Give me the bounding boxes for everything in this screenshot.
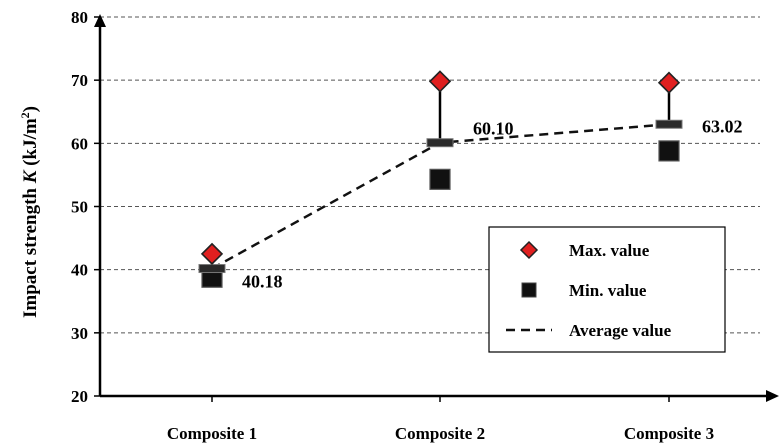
x-tick-label: Composite 2 [395, 424, 485, 443]
y-tick-label: 70 [71, 71, 88, 90]
max-marker [657, 71, 681, 94]
legend-item-max: Max. value [519, 240, 650, 260]
y-tick-label: 30 [71, 324, 88, 343]
legend: Max. value Min. value Average value [488, 226, 726, 353]
y-axis-label: Impact strength K (kJ/m2) [18, 106, 41, 318]
average-marker [655, 119, 683, 129]
legend-max-label: Max. value [569, 241, 650, 260]
y-tick-label: 60 [71, 134, 88, 153]
legend-min-marker [521, 282, 537, 298]
x-tick-label: Composite 3 [624, 424, 714, 443]
y-tick-label: 80 [71, 8, 88, 27]
data-labels: 40.18 60.10 63.02 [242, 116, 743, 291]
y-tick-label: 20 [71, 387, 88, 406]
max-marker [428, 70, 452, 93]
min-marker [429, 168, 451, 190]
average-data-label: 60.10 [473, 119, 514, 139]
max-marker [200, 242, 224, 266]
y-tick-label: 50 [71, 198, 88, 217]
legend-max-marker [519, 240, 539, 260]
legend-item-min: Min. value [521, 281, 647, 300]
markers [198, 70, 683, 288]
x-tick-label: Composite 1 [167, 424, 257, 443]
x-ticks: Composite 1 Composite 2 Composite 3 [167, 396, 714, 443]
y-tick-label: 40 [71, 261, 88, 280]
legend-min-label: Min. value [569, 281, 647, 300]
legend-average-label: Average value [569, 321, 672, 340]
y-ticks: 20 30 40 50 60 70 80 [71, 8, 100, 406]
legend-item-average: Average value [506, 321, 672, 340]
average-data-label: 63.02 [702, 116, 743, 136]
x-axis-arrow [766, 390, 779, 402]
average-marker [426, 138, 454, 148]
y-axis-arrow [94, 14, 106, 27]
min-marker [658, 140, 680, 162]
average-marker [198, 264, 226, 274]
average-data-label: 40.18 [242, 272, 283, 292]
